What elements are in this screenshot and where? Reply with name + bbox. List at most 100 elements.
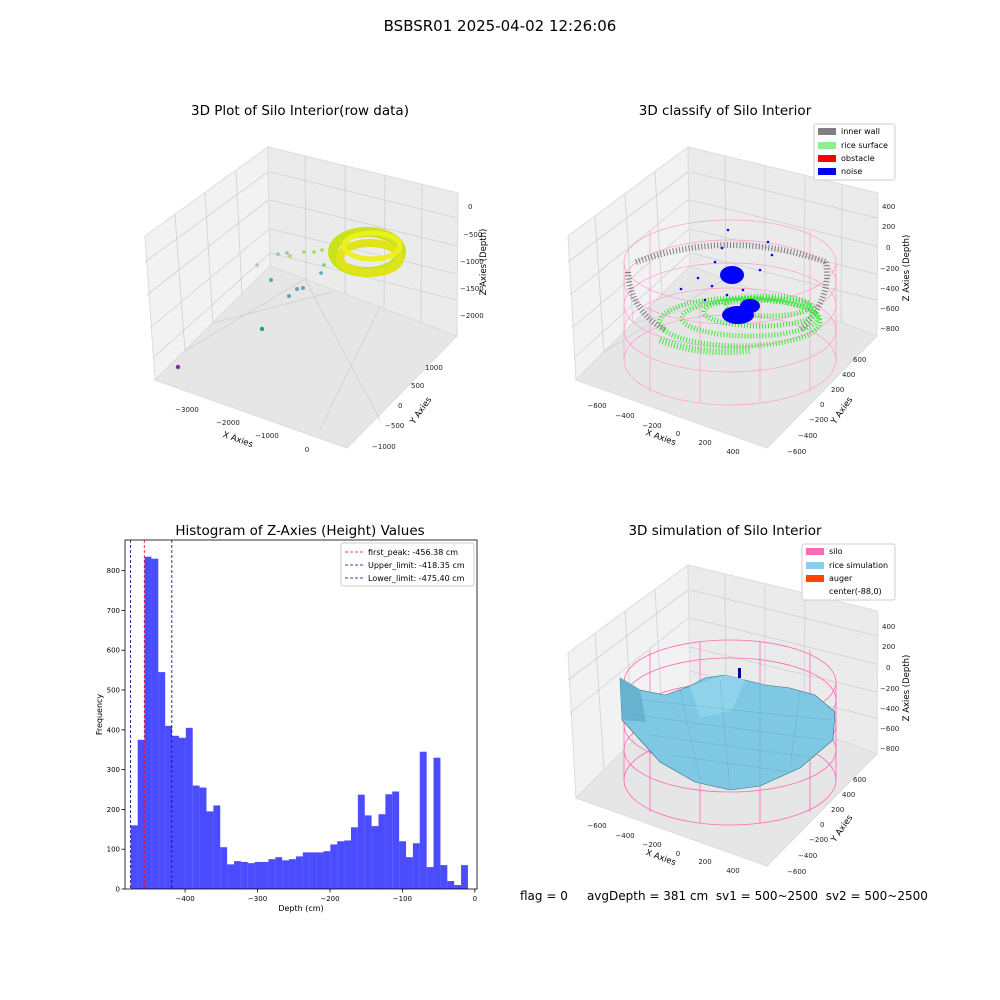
histogram-bar <box>454 885 462 889</box>
raw-ztick: −500 <box>463 231 482 239</box>
raw-xtick: −1000 <box>255 432 279 440</box>
simulation-ytick: −200 <box>809 836 828 844</box>
legend-label-center: center(-88,0) <box>829 587 882 596</box>
legend-label-rice-simulation: rice simulation <box>829 561 888 570</box>
simulation-ytick: −600 <box>787 868 806 876</box>
histogram-legend <box>340 542 475 587</box>
classify-ytick: 200 <box>831 386 844 394</box>
classify-xtick: 400 <box>726 448 739 456</box>
histogram-bar <box>282 860 290 889</box>
simulation-3d-ticks: −600 −400 −200 0 200 400 −600 −400 −200 … <box>587 623 899 876</box>
classify-ztick: 400 <box>882 203 895 211</box>
histogram-bar <box>302 852 310 889</box>
raw-ylabel: Y Axies <box>408 395 435 427</box>
legend-swatch-center <box>806 588 824 595</box>
histogram-bar <box>406 857 413 889</box>
histogram-bar <box>419 751 427 889</box>
classify-ylabel: Y Axies <box>829 395 856 427</box>
histogram-ylabel: Frequency <box>95 694 104 736</box>
simulation-xtick: 200 <box>698 858 711 866</box>
histogram-bar <box>316 852 324 889</box>
x-tick-label: −100 <box>393 895 412 903</box>
raw-ytick: −1000 <box>372 443 396 451</box>
classify-xtick: −200 <box>642 422 661 430</box>
raw-3d-points <box>175 227 406 370</box>
simulation-ztick: −600 <box>880 725 899 733</box>
histogram-bar <box>185 727 193 889</box>
histogram-bar <box>385 794 393 889</box>
raw-zlabel: Z Axies (Depth) <box>479 229 489 296</box>
classify-ztick: −200 <box>880 265 899 273</box>
histogram-bar <box>399 841 407 889</box>
classify-legend: inner wall rice surface obstacle noise <box>813 123 896 181</box>
classify-ztick: −600 <box>880 305 899 313</box>
histogram-bar <box>137 739 145 889</box>
classify-3d-plot: inner wall rice surface obstacle noise −… <box>567 123 912 456</box>
histogram-bar <box>350 827 358 889</box>
simulation-plot-title: 3D simulation of Silo Interior <box>628 523 822 539</box>
simulation-xtick: −200 <box>642 841 661 849</box>
histogram-bar <box>323 851 331 889</box>
classify-ytick: −600 <box>787 448 806 456</box>
figure-title: BSBSR01 2025-04-02 12:26:06 <box>383 17 617 35</box>
histogram-bar <box>309 852 317 889</box>
x-tick-label: −300 <box>248 895 267 903</box>
histogram-bar <box>130 825 138 889</box>
y-tick-label: 200 <box>107 806 120 814</box>
y-tick-label: 300 <box>107 766 120 774</box>
raw-xtick: −3000 <box>175 406 199 414</box>
histogram-title: Histogram of Z-Axies (Height) Values <box>175 523 425 539</box>
legend-label-noise: noise <box>841 167 862 176</box>
legend-label: first_peak: -456.38 cm <box>368 548 458 557</box>
raw-xtick: −2000 <box>216 419 240 427</box>
legend-swatch-silo <box>806 548 824 555</box>
simulation-ztick: 200 <box>882 643 895 651</box>
raw-ytick: 0 <box>398 402 402 410</box>
classify-3d-panes <box>567 146 879 449</box>
x-tick-label: −400 <box>175 895 194 903</box>
raw-3d-panes <box>144 146 459 449</box>
classify-xlabel: X Axies <box>644 428 677 448</box>
simulation-ztick: 400 <box>882 623 895 631</box>
y-tick-label: 800 <box>107 567 120 575</box>
simulation-ytick: 600 <box>853 776 866 784</box>
raw-3d-plot: −3000 −2000 −1000 0 −1000 −500 0 500 100… <box>144 146 489 454</box>
legend-label: Lower_limit: -475.40 cm <box>368 574 465 583</box>
histogram-bar <box>426 867 434 889</box>
classify-noise-points <box>679 228 774 324</box>
simulation-ztick: −400 <box>880 705 899 713</box>
histogram-bar <box>178 737 186 889</box>
simulation-xlabel: X Axies <box>644 848 677 868</box>
legend-swatch-auger <box>806 575 824 582</box>
classify-ztick: 200 <box>882 223 895 231</box>
simulation-auger <box>738 668 741 678</box>
histogram-bar <box>295 856 303 889</box>
histogram-bar <box>440 865 448 889</box>
avg-depth-status: avgDepth = 381 cm <box>586 889 709 903</box>
histogram-bar <box>412 843 420 889</box>
simulation-xtick: 0 <box>676 850 680 858</box>
classify-ztick: 0 <box>886 244 890 252</box>
histogram-bar <box>158 672 166 889</box>
histogram-bar <box>220 847 228 889</box>
raw-xlabel: X Axies <box>221 430 254 450</box>
y-tick-label: 600 <box>107 647 120 655</box>
legend-swatch-rice-simulation <box>806 562 824 569</box>
histogram-bar <box>364 815 372 889</box>
classify-zlabel: Z Axies (Depth) <box>902 235 912 302</box>
histogram-bar <box>371 826 379 889</box>
sv1-status: sv1 = 500~2500 <box>715 889 819 903</box>
histogram-frame <box>124 539 478 890</box>
x-tick-label: −200 <box>320 895 339 903</box>
legend-label-inner-wall: inner wall <box>841 127 880 136</box>
classify-ytick: −400 <box>798 432 817 440</box>
legend-label-silo: silo <box>829 547 843 556</box>
simulation-ytick: 0 <box>820 821 824 829</box>
histogram-bar <box>247 863 255 889</box>
histogram-bar <box>144 556 152 889</box>
classify-ztick: −800 <box>880 325 899 333</box>
simulation-3d-plot: silo rice simulation auger center(-88,0)… <box>567 543 912 876</box>
simulation-ytick: 400 <box>842 791 855 799</box>
histogram-bar <box>275 857 283 889</box>
legend-label-obstacle: obstacle <box>841 154 875 163</box>
